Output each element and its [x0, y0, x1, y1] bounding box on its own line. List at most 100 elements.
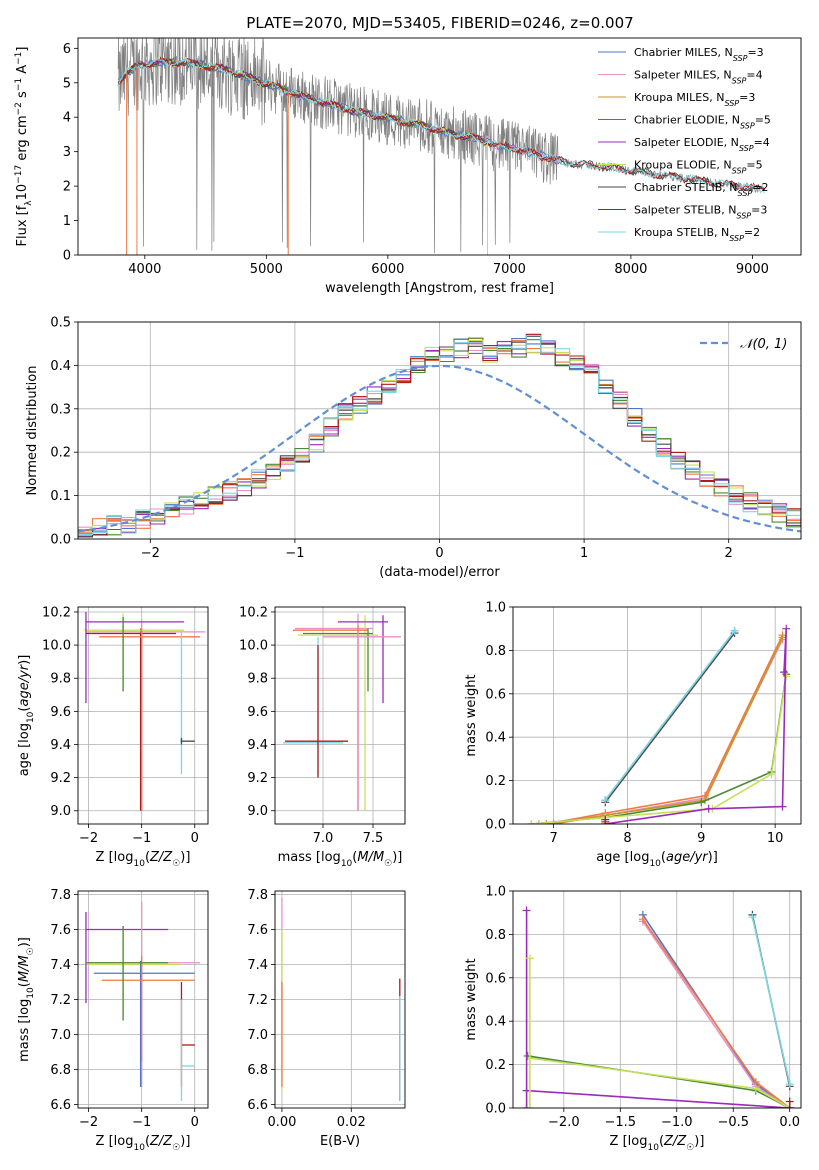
axes-frame: [77, 321, 802, 540]
grid: [78, 607, 208, 824]
weight-series: [605, 628, 787, 824]
legend-suffix: =3: [747, 46, 763, 59]
x-axis-label: Z [log10(Z/Z☉)]: [96, 850, 191, 869]
label-part: ☉: [26, 947, 36, 955]
y-tick-label: 7.4: [50, 958, 71, 973]
y-tick-label: 1.0: [485, 885, 506, 900]
x-tick-label: 7.5: [363, 831, 384, 846]
label-part: M/M: [357, 850, 384, 865]
weight-marker: [525, 954, 534, 963]
plot-area: [78, 333, 801, 538]
label-part: Z/Z: [149, 850, 173, 865]
weight-marker: [525, 1104, 534, 1108]
axes-frame: [274, 890, 406, 1109]
label-part: Z [log: [96, 850, 134, 865]
y-tick-label: 0.4: [485, 1015, 506, 1030]
label-part: 10: [15, 184, 30, 201]
y-tick-label: 0.0: [485, 818, 506, 833]
weight-marker: [527, 820, 536, 824]
panel-mass_vs_ebv: 0.00 0.02 6.6 6.8 7.0 7.2 7.4 7.6 7.8 E(B-V): [247, 888, 406, 1149]
legend: 𝒩(0, 1): [700, 337, 787, 352]
residual-histogram: [78, 337, 801, 534]
y-tick-label: 9.4: [50, 738, 71, 753]
label-part: ☉: [172, 859, 180, 869]
x-tick-label: 0: [435, 546, 443, 561]
weight-marker: [782, 624, 791, 633]
grid: [275, 607, 405, 824]
x-tick-label: 4000: [128, 262, 161, 277]
y-axis-label: age [log10(age/yr)]: [17, 655, 36, 777]
weight-marker: [751, 1084, 760, 1093]
weight-marker: [697, 798, 706, 807]
x-tick-label: 0: [191, 831, 199, 846]
x-axis-label: wavelength [Angstrom, rest frame]: [325, 281, 554, 296]
label-part: (: [145, 850, 150, 865]
weight-marker: [778, 802, 787, 811]
y-tick-label: 7.2: [247, 993, 268, 1008]
weight-marker: [601, 796, 610, 805]
axes-frame: [77, 37, 802, 256]
label-part: Z [log: [96, 1134, 134, 1149]
y-tick-label: 10.0: [239, 639, 268, 654]
y-tick-label: 7.8: [50, 888, 71, 903]
legend-text: Kroupa ELODIE, N: [634, 159, 732, 172]
x-tick-label: 0: [191, 1115, 199, 1130]
label-part: −17: [14, 165, 24, 184]
weight-series: [553, 637, 784, 824]
y-tick-label: 0.6: [485, 687, 506, 702]
legend-text: Chabrier MILES, N: [634, 46, 733, 59]
weight-series: [531, 674, 787, 824]
y-tick-label: 0.0: [485, 1102, 506, 1117]
label-part: wavelength [Angstrom, rest frame]: [325, 281, 554, 296]
residual-histogram: [78, 335, 801, 535]
label-part: 10: [647, 1143, 659, 1153]
y-tick-label: 9.8: [247, 672, 268, 687]
label-part: (: [661, 850, 666, 865]
axes-frame: [77, 606, 209, 825]
label-part: Z/Z: [663, 1134, 687, 1149]
legend-sub: SSP: [738, 189, 753, 198]
weight-marker: [522, 1104, 531, 1108]
weight-series: [642, 920, 791, 1108]
label-part: Z [log: [610, 1134, 648, 1149]
y-tick-label: 9.6: [247, 705, 268, 720]
label-part: mass weight: [464, 958, 479, 1040]
plot-area: [281, 898, 401, 1101]
y-tick-label: 7.6: [247, 923, 268, 938]
label-part: age [log: [17, 723, 32, 776]
legend-text: Kroupa MILES, N: [634, 91, 724, 104]
plot-area: [283, 613, 401, 811]
y-tick-label: 6.8: [247, 1063, 268, 1078]
label-part: mass weight: [464, 674, 479, 756]
y-tick-label: 5: [63, 76, 71, 91]
y-tick-label: 0.0: [50, 533, 71, 548]
y-tick-label: 9.4: [247, 738, 268, 753]
legend-suffix: =5: [755, 114, 771, 127]
label-part: ☉: [686, 1143, 694, 1153]
y-tick-label: 0.4: [50, 359, 71, 374]
legend-entry: Salpeter MILES, NSSP=4: [634, 69, 763, 86]
y-tick-label: 2: [63, 180, 71, 195]
label-part: 10: [26, 711, 36, 723]
weight-marker: [767, 770, 776, 779]
label-part: λ: [24, 200, 34, 206]
panel-age_vs_Z: −2 −1 09.09.29.49.69.810.010.2Z [log10(Z/Z…: [17, 605, 209, 869]
x-tick-label: 1: [580, 546, 588, 561]
label-part: (: [17, 982, 32, 987]
weight-series: [546, 634, 784, 824]
x-tick-label: 8: [623, 831, 631, 846]
legend-sub: SSP: [740, 121, 755, 130]
y-tick-label: 6.8: [50, 1063, 71, 1078]
y-axis-label: Flux [fλ10−17 erg cm−2 s−1 A−1]: [14, 47, 34, 247]
legend: Chabrier MILES, N SSP =3 Salpeter MILES, NS…: [598, 46, 771, 243]
y-tick-label: 6.6: [247, 1098, 268, 1113]
weight-marker: [785, 1097, 794, 1106]
legend-text: Salpeter ELODIE, N: [634, 136, 739, 149]
x-tick-label: −0.5: [717, 1115, 749, 1130]
x-tick-label: 5000: [250, 262, 283, 277]
y-tick-label: 7.2: [50, 993, 71, 1008]
x-tick-label: 10: [767, 831, 784, 846]
y-tick-label: 0.2: [50, 446, 71, 461]
